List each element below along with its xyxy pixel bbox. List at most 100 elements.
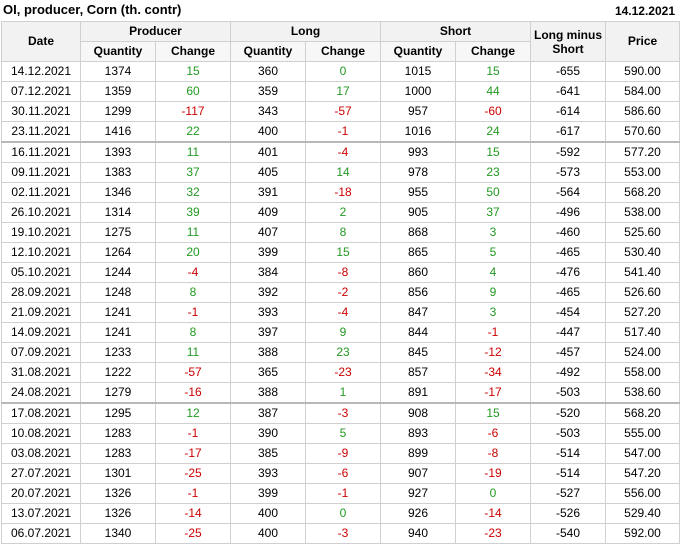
value-cell: -6 [304, 463, 382, 484]
value-cell: 23 [304, 342, 382, 363]
header-row: Date Producer Long Short Long minus Short Pri… [1, 21, 680, 62]
data-table: Date Producer Long Short Long minus Short Pri… [1, 21, 680, 544]
value-cell: 1264 [80, 242, 156, 263]
value-cell: -1 [455, 322, 532, 343]
data-row: 10.08.2021 1283 -1 390 5 893 -6 -503 555.00 [1, 423, 680, 444]
value-cell: -503 [530, 423, 607, 444]
value-cell: 397 [230, 322, 306, 343]
value-cell: -57 [304, 101, 382, 122]
date-cell: 27.07.2021 [1, 463, 81, 484]
data-row: 26.10.2021 1314 39 409 2 905 37 -496 538.00 [1, 202, 680, 223]
data-row: 03.08.2021 1283 -17 385 -9 899 -8 -514 547.00 [1, 443, 680, 464]
value-cell: 1222 [80, 362, 156, 383]
value-cell: 399 [230, 242, 306, 263]
value-cell: 15 [155, 61, 231, 82]
value-cell: 926 [380, 503, 457, 524]
value-cell: -592 [530, 141, 607, 163]
data-row: 07.12.2021 1359 60 359 17 1000 44 -641 584.00 [1, 81, 680, 102]
value-cell: 5 [304, 423, 382, 444]
value-cell: -34 [455, 362, 532, 383]
column-subheader: Change [455, 41, 532, 62]
value-cell: 400 [230, 503, 306, 524]
value-cell: -496 [530, 202, 607, 223]
value-cell: 1015 [380, 61, 457, 82]
value-cell: 12 [155, 402, 231, 424]
value-cell: -460 [530, 222, 607, 243]
value-cell: 899 [380, 443, 457, 464]
value-cell: -4 [304, 141, 382, 163]
value-cell: 23 [455, 162, 532, 183]
value-cell: 401 [230, 141, 306, 163]
title-bar: OI, producer, Corn (th. contr) 14.12.202… [0, 0, 680, 21]
data-row: 07.09.2021 1233 11 388 23 845 -12 -457 524.00 [1, 342, 680, 363]
date-cell: 14.12.2021 [1, 61, 81, 82]
value-cell: 844 [380, 322, 457, 343]
value-cell: 1374 [80, 61, 156, 82]
data-row: 12.10.2021 1264 20 399 15 865 5 -465 530.40 [1, 242, 680, 263]
value-cell: 50 [455, 182, 532, 203]
value-cell: 845 [380, 342, 457, 363]
value-cell: -447 [530, 322, 607, 343]
data-row: 28.09.2021 1248 8 392 -2 856 9 -465 526.60 [1, 282, 680, 303]
value-cell: 1383 [80, 162, 156, 183]
value-cell: 1000 [380, 81, 457, 102]
value-cell: -8 [455, 443, 532, 464]
value-cell: 586.60 [605, 101, 680, 122]
value-cell: -1 [155, 483, 231, 504]
data-row: 20.07.2021 1326 -1 399 -1 927 0 -527 556.00 [1, 483, 680, 504]
value-cell: 517.40 [605, 322, 680, 343]
value-cell: 893 [380, 423, 457, 444]
value-cell: -540 [530, 523, 607, 544]
value-cell: 37 [155, 162, 231, 183]
value-cell: 558.00 [605, 362, 680, 383]
value-cell: 8 [155, 282, 231, 303]
value-cell: 409 [230, 202, 306, 223]
column-group-header: Producer [80, 21, 231, 42]
value-cell: 1340 [80, 523, 156, 544]
value-cell: 3 [455, 222, 532, 243]
value-cell: 0 [304, 61, 382, 82]
value-cell: -527 [530, 483, 607, 504]
value-cell: -1 [304, 483, 382, 504]
value-cell: -1 [155, 302, 231, 323]
value-cell: 44 [455, 81, 532, 102]
date-cell: 24.08.2021 [1, 382, 81, 404]
value-cell: 547.00 [605, 443, 680, 464]
data-row: 16.11.2021 1393 11 401 -4 993 15 -592 577.20 [1, 141, 680, 163]
value-cell: 0 [455, 483, 532, 504]
data-row: 24.08.2021 1279 -16 388 1 891 -17 -503 538.60 [1, 382, 680, 404]
value-cell: 1359 [80, 81, 156, 102]
column-group-header: Long [229, 21, 382, 42]
value-cell: 1283 [80, 423, 156, 444]
value-cell: 538.00 [605, 202, 680, 223]
value-cell: -4 [304, 302, 382, 323]
date-cell: 26.10.2021 [1, 202, 81, 223]
value-cell: 1275 [80, 222, 156, 243]
date-cell: 02.11.2021 [1, 182, 81, 203]
value-cell: 1241 [80, 322, 156, 343]
value-cell: -117 [155, 101, 231, 122]
value-cell: -60 [455, 101, 532, 122]
value-cell: 1241 [80, 302, 156, 323]
title: OI, producer, Corn (th. contr) [3, 2, 182, 17]
value-cell: -17 [455, 382, 532, 404]
value-cell: 908 [380, 402, 457, 424]
value-cell: 39 [155, 202, 231, 223]
value-cell: -564 [530, 182, 607, 203]
value-cell: -465 [530, 242, 607, 263]
value-cell: 384 [230, 262, 306, 283]
value-cell: 14 [304, 162, 382, 183]
value-cell: 1301 [80, 463, 156, 484]
value-cell: 37 [455, 202, 532, 223]
value-cell: 1393 [80, 141, 156, 163]
value-cell: -573 [530, 162, 607, 183]
value-cell: 0 [304, 503, 382, 524]
value-cell: 847 [380, 302, 457, 323]
value-cell: 905 [380, 202, 457, 223]
value-cell: 1346 [80, 182, 156, 203]
column-subheader: Quantity [380, 41, 457, 62]
column-group-header: Date [1, 21, 81, 62]
value-cell: 388 [230, 382, 306, 404]
value-cell: -503 [530, 382, 607, 404]
value-cell: -17 [155, 443, 231, 464]
